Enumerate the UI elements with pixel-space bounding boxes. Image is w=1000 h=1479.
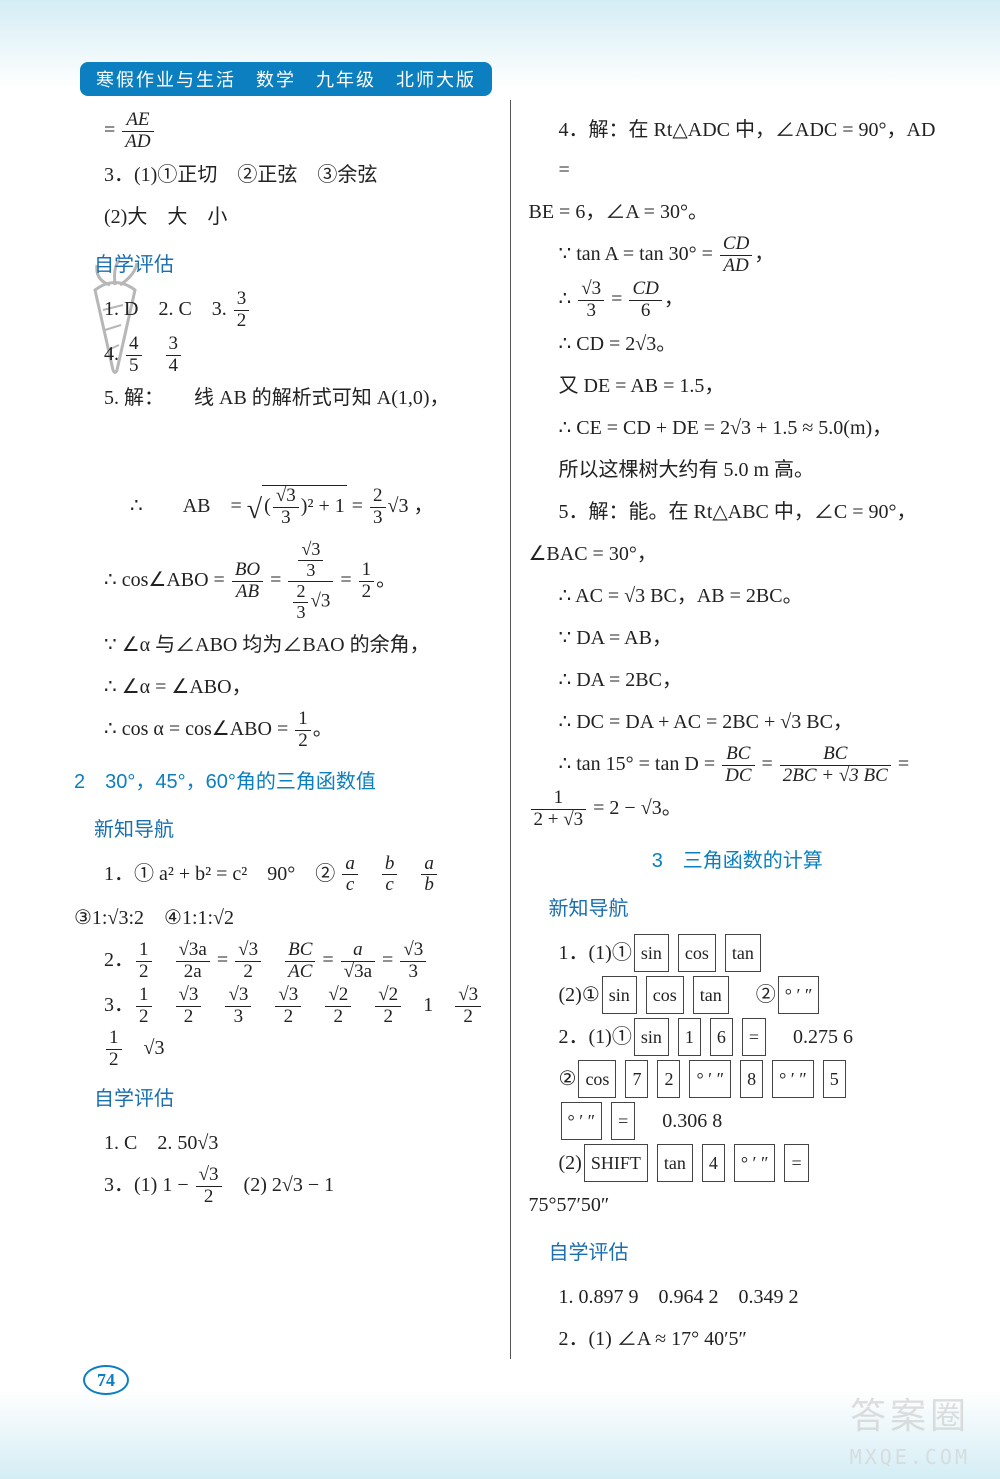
section-newnav-3: 新知导航 (549, 889, 947, 929)
ans-4: 4. 45 34 (74, 334, 492, 377)
calc-key: ° ′ ″ (734, 1144, 776, 1182)
keys-result: 75°57′50″ (529, 1185, 947, 1225)
calc-key: sin (602, 976, 637, 1014)
calc-key: tan (657, 1144, 693, 1182)
section-self-eval-2: 自学评估 (94, 1079, 492, 1119)
r-5-da: ∵ DA = AB， (529, 618, 947, 658)
calc-key: ° ′ ″ (772, 1060, 814, 1098)
section-self-eval-3: 自学评估 (549, 1233, 947, 1273)
section-3-title: 3 三角函数的计算 (529, 841, 947, 881)
calc-key: = (784, 1144, 808, 1182)
calc-key: sin (634, 1018, 669, 1056)
calc-key: 2 (657, 1060, 680, 1098)
content-area: = AEAD 3．(1)①正切 ②正弦 ③余弦 (2)大 大 小 自学评估 1.… (60, 100, 960, 1359)
eval-3: 3．(1) 1 − √32 (2) 2√3 − 1 (74, 1165, 492, 1208)
r-4-ce: ∴ CE = CD + DE = 2√3 + 1.5 ≈ 5.0(m)， (529, 408, 947, 448)
r-4-l1: 4．解：在 Rt△ADC 中，∠ADC = 90°，AD = (529, 110, 947, 190)
keys-1-1: 1．(1)①sin cos tan (529, 933, 947, 973)
nav-1: 1．① a² + b² = c² 90° ② ac bc ab (74, 854, 492, 897)
left-column: = AEAD 3．(1)①正切 ②正弦 ③余弦 (2)大 大 小 自学评估 1.… (60, 100, 506, 1359)
calc-key: tan (725, 934, 761, 972)
right-column: 4．解：在 Rt△ADC 中，∠ADC = 90°，AD = BE = 6，∠A… (515, 100, 961, 1359)
eval-1: 1. C 2. 50√3 (74, 1123, 492, 1163)
calc-key: 6 (710, 1018, 733, 1056)
r-5-l1: 5．解：能。在 Rt△ABC 中，∠C = 90°， (529, 492, 947, 532)
r-4-l2: BE = 6，∠A = 30°。 (529, 192, 947, 232)
r-4-conc: 所以这棵树大约有 5.0 m 高。 (529, 450, 947, 490)
item-3-1: 3．(1)①正切 ②正弦 ③余弦 (74, 155, 492, 195)
keys-2-4: (2)SHIFT tan 4 ° ′ ″ = (529, 1143, 947, 1183)
nav-2: 2．12 √3a2a = √32 BCAC = a√3a = √33 (74, 940, 492, 983)
calc-key: 1 (678, 1018, 701, 1056)
ans-5-cos: ∴ cos∠ABO = BOAB = √3323√3 = 12。 (74, 540, 492, 622)
ans-5-eqangle: ∴ ∠α = ∠ABO， (74, 667, 492, 707)
calc-key: 8 (740, 1060, 763, 1098)
r-5-final: 12 + √3 = 2 − √3。 (529, 788, 947, 831)
eq-ae-ad: = AEAD (74, 110, 492, 153)
ans-5-line1: 5. 解： 线 AB 的解析式可知 A(1,0)， (74, 378, 492, 418)
calc-key: ° ′ ″ (561, 1102, 603, 1140)
calc-key: tan (693, 976, 729, 1014)
calc-key: cos (578, 1060, 616, 1098)
calc-key: 5 (823, 1060, 846, 1098)
eval3-1: 1. 0.897 9 0.964 2 0.349 2 (529, 1277, 947, 1317)
calc-key: cos (646, 976, 684, 1014)
r-5-ac: ∴ AC = √3 BC，AB = 2BC。 (529, 576, 947, 616)
calc-key: = (742, 1018, 766, 1056)
keys-1-2: (2)①sin cos tan ②° ′ ″ (529, 975, 947, 1015)
calc-key: 7 (625, 1060, 648, 1098)
keys-2-2: ②cos 7 2 ° ′ ″ 8 ° ′ ″ 5 (529, 1059, 947, 1099)
watermark-text: 答案圈 (850, 1387, 970, 1439)
nav-1b: ③1:√3:2 ④1:1:√2 (74, 898, 492, 938)
watermark-url: MXQE.COM (850, 1445, 970, 1469)
calc-key: = (611, 1102, 635, 1140)
r-5-da2: ∴ DA = 2BC， (529, 660, 947, 700)
section-self-eval-1: 自学评估 (94, 245, 492, 285)
r-4-eq: ∴ √33 = CD6， (529, 279, 947, 322)
keys-2-1: 2．(1)①sin 1 6 = 0.275 6 (529, 1017, 947, 1057)
item-3-2: (2)大 大 小 (74, 197, 492, 237)
calc-key: sin (634, 934, 669, 972)
r-5-l2: ∠BAC = 30°， (529, 534, 947, 574)
nav-3: 3．12 √32 √33 √32 √22 √22 1 √32 12 √3 (74, 985, 492, 1071)
r-4-de: 又 DE = AB = 1.5， (529, 366, 947, 406)
calc-key: ° ′ ″ (689, 1060, 731, 1098)
section-2-title: 2 30°，45°，60°角的三角函数值 (74, 762, 492, 802)
page-header: 寒假作业与生活 数学 九年级 北师大版 (80, 62, 492, 96)
r-4-cd: ∴ CD = 2√3。 (529, 324, 947, 364)
page-number: 74 (83, 1365, 129, 1395)
r-4-tan: ∵ tan A = tan 30° = CDAD， (529, 234, 947, 277)
ans-5-final: ∴ cos α = cos∠ABO = 12。 (74, 709, 492, 752)
calc-key: ° ′ ″ (778, 976, 820, 1014)
r-5-dc: ∴ DC = DA + AC = 2BC + √3 BC， (529, 702, 947, 742)
ans-1-3: 1. D 2. C 3. 32 (74, 289, 492, 332)
eval3-2: 2．(1) ∠A ≈ 17° 40′5″ (529, 1319, 947, 1359)
calc-key: 4 (702, 1144, 725, 1182)
keys-2-3: ° ′ ″ = 0.306 8 (529, 1101, 947, 1141)
calc-key: cos (678, 934, 716, 972)
calc-key: SHIFT (584, 1144, 648, 1182)
section-newnav-2: 新知导航 (94, 810, 492, 850)
ans-5-reason: ∵ ∠α 与∠ABO 均为∠BAO 的余角， (74, 625, 492, 665)
ans-5-ab: ∴ AB = √(√33)² + 1 = 23√3 ， (74, 482, 492, 538)
r-5-tan15: ∴ tan 15° = tan D = BCDC = BC2BC + √3 BC… (529, 744, 947, 787)
column-divider (510, 100, 511, 1359)
